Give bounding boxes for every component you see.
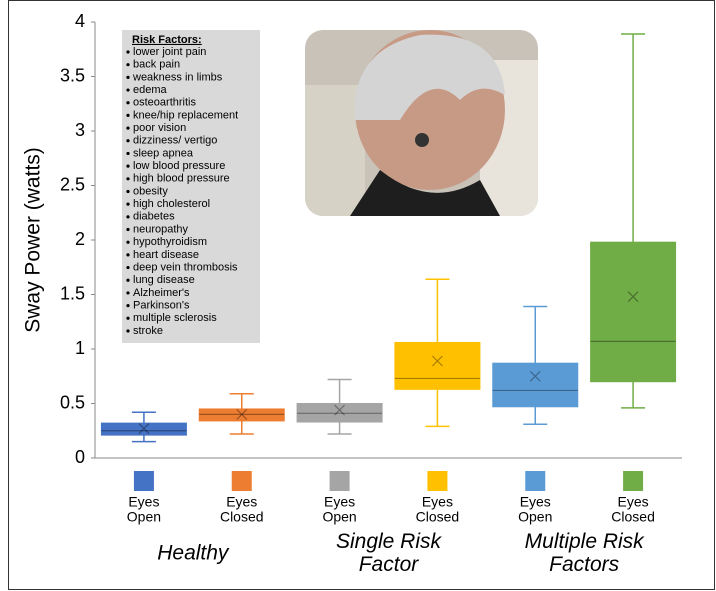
mean-marker bbox=[236, 408, 248, 420]
group-label: Multiple Risk bbox=[525, 530, 646, 553]
mean-marker bbox=[431, 355, 443, 367]
risk-item: heart disease bbox=[133, 249, 199, 261]
group-label: Factor bbox=[359, 553, 420, 576]
group-label: Healthy bbox=[157, 542, 230, 565]
risk-item: back pain bbox=[133, 59, 180, 71]
risk-item: weakness in limbs bbox=[132, 71, 223, 83]
risk-item: Parkinson's bbox=[133, 300, 190, 312]
bullet bbox=[126, 63, 130, 67]
bullet bbox=[126, 75, 130, 79]
photo bbox=[305, 30, 538, 216]
bullet bbox=[126, 304, 130, 308]
box bbox=[198, 408, 285, 422]
legend-swatch bbox=[133, 471, 154, 491]
group-label: Single Risk bbox=[336, 530, 443, 553]
box bbox=[296, 403, 383, 423]
box bbox=[590, 241, 677, 383]
bullet bbox=[126, 291, 130, 295]
mean-marker bbox=[334, 404, 346, 416]
box-label: Eyes bbox=[422, 494, 453, 510]
y-tick-label: 0 bbox=[75, 447, 85, 467]
bullet bbox=[126, 316, 130, 320]
box-label: Eyes bbox=[520, 494, 551, 510]
bullet bbox=[126, 253, 130, 257]
legend-swatch bbox=[427, 471, 448, 491]
risk-item: multiple sclerosis bbox=[133, 312, 217, 324]
y-tick-label: 4 bbox=[75, 11, 85, 31]
box-label: Closed bbox=[611, 509, 655, 525]
risk-item: lung disease bbox=[133, 274, 195, 286]
risk-item: low blood pressure bbox=[133, 160, 225, 172]
bullet bbox=[126, 329, 130, 333]
bullet bbox=[126, 164, 130, 168]
box-label: Eyes bbox=[324, 494, 355, 510]
y-tick-label: 2.5 bbox=[60, 174, 85, 194]
risk-item: poor vision bbox=[133, 122, 186, 134]
box-label: Closed bbox=[416, 509, 460, 525]
y-axis-label: Sway Power (watts) bbox=[22, 147, 45, 333]
bullet bbox=[126, 240, 130, 244]
legend-swatch bbox=[231, 471, 252, 491]
risk-item: edema bbox=[133, 84, 168, 96]
box bbox=[394, 341, 481, 390]
box-label: Eyes bbox=[128, 494, 159, 510]
y-tick-label: 2 bbox=[75, 229, 85, 249]
risk-item: dizziness/ vertigo bbox=[133, 135, 217, 147]
legend-swatch bbox=[525, 471, 546, 491]
group-label: Factors bbox=[549, 553, 620, 576]
box-label: Open bbox=[322, 509, 356, 525]
risk-item: sleep apnea bbox=[133, 147, 194, 159]
risk-item: high blood pressure bbox=[133, 173, 230, 185]
bullet bbox=[126, 265, 130, 270]
bullet bbox=[126, 227, 130, 232]
risk-item: Alzheimer's bbox=[133, 287, 190, 299]
box-label: Open bbox=[127, 509, 161, 525]
risk-item: diabetes bbox=[133, 211, 175, 223]
mean-marker bbox=[138, 423, 150, 434]
box-label: Eyes bbox=[618, 494, 649, 510]
bullet bbox=[126, 88, 130, 92]
risk-item: deep vein thrombosis bbox=[133, 261, 238, 273]
mean-marker bbox=[529, 370, 541, 382]
risk-item: lower joint pain bbox=[133, 46, 206, 58]
legend-swatch bbox=[329, 471, 350, 491]
bullet bbox=[126, 113, 130, 117]
risk-item: stroke bbox=[133, 325, 163, 337]
legend-swatch bbox=[623, 471, 644, 491]
box bbox=[100, 422, 187, 436]
bullet bbox=[126, 126, 130, 130]
risk-box bbox=[122, 30, 260, 343]
risk-item: obesity bbox=[133, 185, 168, 197]
risk-item: high cholesterol bbox=[133, 198, 210, 210]
bullet bbox=[126, 177, 130, 181]
y-tick-label: 3 bbox=[75, 120, 85, 140]
risk-item: neuropathy bbox=[133, 223, 189, 235]
y-tick-label: 1 bbox=[75, 338, 85, 358]
bullet bbox=[126, 189, 130, 194]
bullet bbox=[126, 50, 130, 54]
box bbox=[492, 362, 579, 408]
bullet bbox=[126, 151, 130, 156]
bullet bbox=[126, 202, 130, 206]
risk-title: Risk Factors: bbox=[132, 34, 202, 46]
bullet bbox=[126, 101, 130, 105]
y-tick-label: 3.5 bbox=[60, 65, 85, 85]
box-label: Closed bbox=[220, 509, 264, 525]
bullet bbox=[126, 278, 130, 282]
frame bbox=[8, 0, 715, 590]
y-tick-label: 0.5 bbox=[60, 392, 85, 412]
y-tick-label: 1.5 bbox=[60, 283, 85, 303]
bullet bbox=[126, 215, 130, 219]
bullet bbox=[126, 139, 130, 143]
risk-item: osteoarthritis bbox=[133, 97, 196, 109]
mean-marker bbox=[627, 291, 639, 303]
risk-item: knee/hip replacement bbox=[133, 109, 238, 121]
risk-item: hypothyroidism bbox=[133, 236, 207, 248]
box-label: Open bbox=[518, 509, 552, 525]
box-label: Eyes bbox=[226, 494, 257, 510]
